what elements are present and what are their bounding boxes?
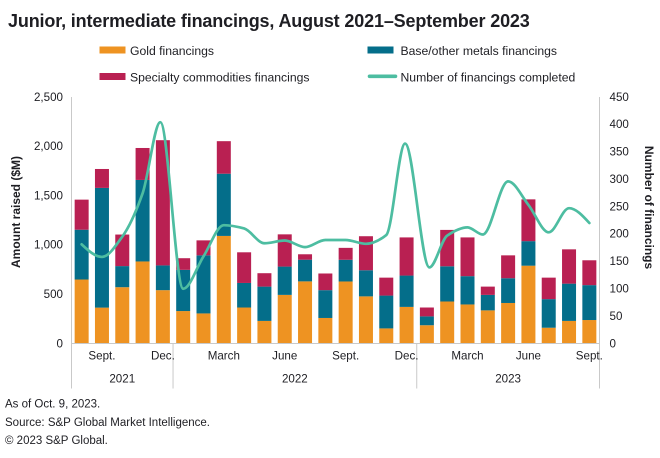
- svg-text:Gold financings: Gold financings: [130, 44, 214, 58]
- svg-text:March: March: [208, 350, 240, 363]
- svg-text:400: 400: [610, 118, 629, 131]
- svg-text:2022: 2022: [282, 373, 308, 386]
- svg-text:Base/other metals financings: Base/other metals financings: [401, 44, 558, 58]
- svg-text:100: 100: [610, 283, 629, 296]
- svg-text:350: 350: [610, 146, 629, 159]
- svg-text:500: 500: [44, 288, 63, 301]
- svg-text:300: 300: [610, 173, 629, 186]
- svg-text:Amount raised ($M): Amount raised ($M): [9, 156, 23, 268]
- svg-text:150: 150: [610, 255, 629, 268]
- svg-text:2023: 2023: [495, 373, 521, 386]
- svg-text:1,000: 1,000: [34, 239, 63, 252]
- svg-text:2,000: 2,000: [34, 140, 63, 153]
- svg-text:2,500: 2,500: [34, 91, 63, 104]
- svg-text:0: 0: [610, 337, 616, 350]
- svg-text:200: 200: [610, 228, 629, 241]
- svg-text:March: March: [451, 350, 483, 363]
- svg-text:0: 0: [57, 337, 63, 350]
- svg-text:Sept.: Sept.: [88, 350, 115, 363]
- svg-text:Junior, intermediate financing: Junior, intermediate financings, August …: [8, 11, 530, 31]
- svg-text:50: 50: [610, 310, 623, 323]
- svg-text:Dec.: Dec.: [151, 350, 175, 363]
- svg-text:Sept.: Sept.: [576, 350, 603, 363]
- svg-text:Number of financings: Number of financings: [642, 146, 656, 270]
- svg-text:Number of financings completed: Number of financings completed: [401, 71, 576, 85]
- svg-text:250: 250: [610, 200, 629, 213]
- svg-text:June: June: [272, 350, 297, 363]
- svg-text:As of Oct. 9, 2023.: As of Oct. 9, 2023.: [5, 399, 100, 411]
- svg-text:450: 450: [610, 91, 629, 104]
- svg-text:Dec.: Dec.: [395, 350, 419, 363]
- svg-text:Sept.: Sept.: [332, 350, 359, 363]
- svg-text:Source: S&P Global Market Inte: Source: S&P Global Market Intelligence.: [5, 417, 210, 429]
- svg-text:June: June: [516, 350, 541, 363]
- svg-text:Specialty commodities financin: Specialty commodities financings: [130, 71, 310, 85]
- svg-text:1,500: 1,500: [34, 189, 63, 202]
- svg-text:2021: 2021: [109, 373, 135, 386]
- svg-text:© 2023 S&P Global.: © 2023 S&P Global.: [5, 435, 108, 447]
